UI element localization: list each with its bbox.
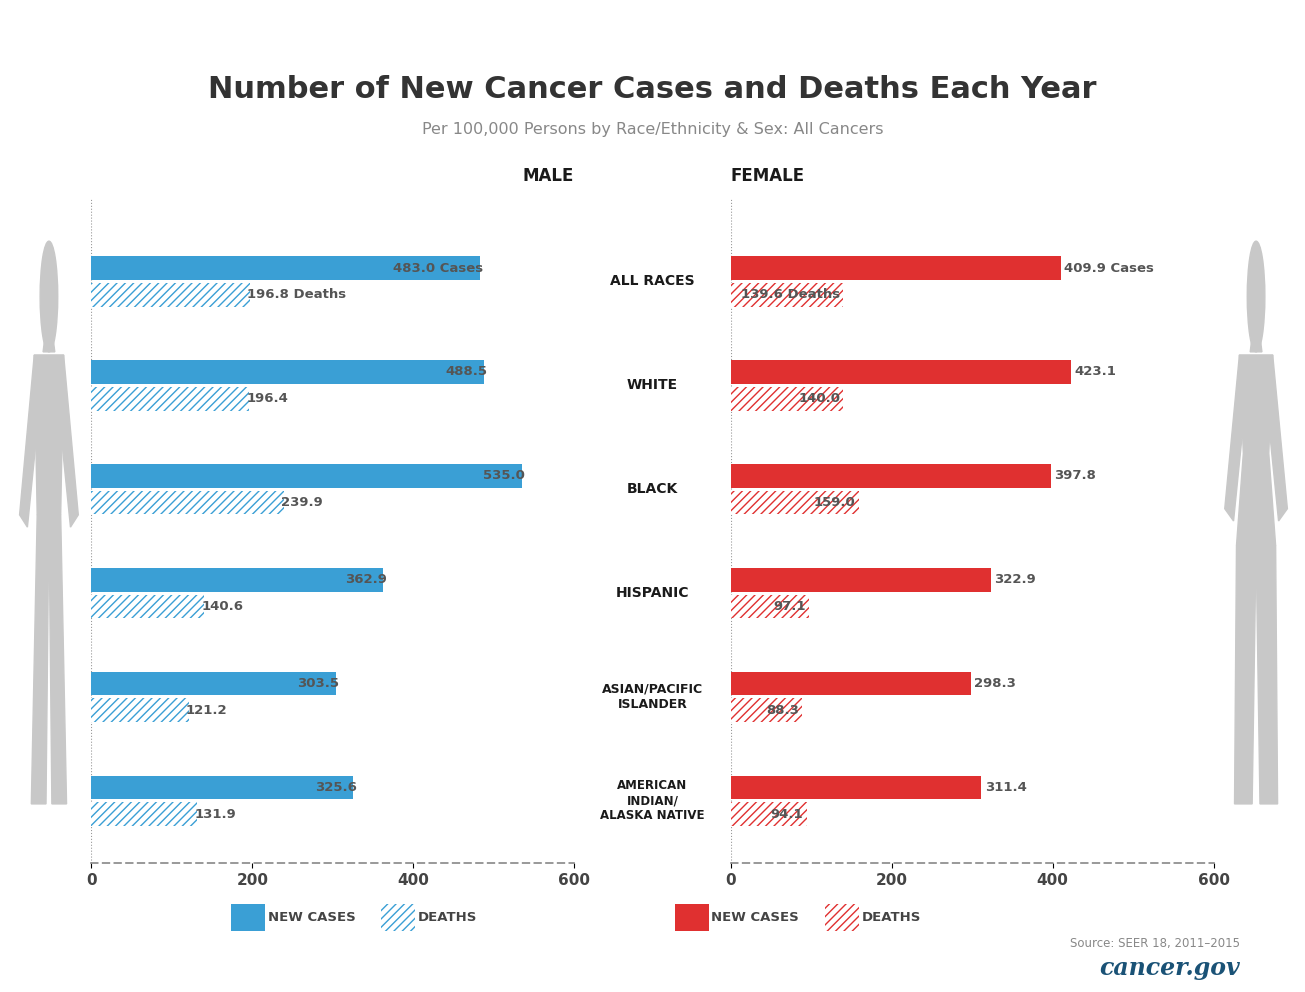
Polygon shape [59,355,78,527]
Text: AMERICAN
INDIAN/
ALASKA NATIVE: AMERICAN INDIAN/ ALASKA NATIVE [600,780,705,822]
Bar [91,491,284,515]
Text: 397.8: 397.8 [1054,469,1096,482]
Text: 311.4: 311.4 [984,781,1027,794]
Text: ALL RACES: ALL RACES [611,275,694,289]
Bar [731,464,1051,488]
Text: DEATHS: DEATHS [418,911,476,925]
Bar [731,776,981,800]
Text: 140.6: 140.6 [201,600,243,613]
Bar [731,283,843,307]
Bar [731,698,801,722]
Text: Source: SEER 18, 2011–2015: Source: SEER 18, 2011–2015 [1070,937,1240,950]
Text: 535.0: 535.0 [483,469,525,482]
Bar [731,387,843,411]
Polygon shape [31,515,50,804]
Text: 159.0: 159.0 [814,496,856,509]
Text: 139.6 Deaths: 139.6 Deaths [741,289,840,302]
Bar [731,567,990,591]
Circle shape [1248,241,1265,352]
Text: 94.1: 94.1 [771,807,804,820]
Bar [731,594,809,618]
Text: 121.2: 121.2 [185,703,227,717]
Text: 423.1: 423.1 [1074,365,1116,379]
Text: 298.3: 298.3 [974,677,1017,690]
Text: 131.9: 131.9 [194,807,236,820]
Bar [731,491,859,515]
Bar [91,387,249,411]
Bar [731,360,1071,384]
Text: cancer.gov: cancer.gov [1099,956,1240,980]
Text: 196.4: 196.4 [247,392,288,405]
Text: BLACK: BLACK [626,482,679,496]
Text: NEW CASES: NEW CASES [268,911,355,925]
Bar [731,672,971,695]
Bar [91,360,484,384]
Text: FEMALE: FEMALE [731,167,805,186]
Text: DEATHS: DEATHS [861,911,920,925]
Text: 325.6: 325.6 [315,781,356,794]
Text: 88.3: 88.3 [766,703,799,717]
Polygon shape [50,515,67,804]
Bar [91,256,480,280]
Text: Per 100,000 Persons by Race/Ethnicity & Sex: All Cancers: Per 100,000 Persons by Race/Ethnicity & … [422,122,883,137]
Text: 322.9: 322.9 [994,573,1036,586]
Text: 483.0 Cases: 483.0 Cases [393,262,483,275]
Text: MALE: MALE [523,167,574,186]
Polygon shape [34,355,64,515]
Circle shape [40,241,57,352]
Text: 239.9: 239.9 [281,496,322,509]
Text: NEW CASES: NEW CASES [711,911,799,925]
Text: HISPANIC: HISPANIC [616,586,689,600]
Text: 196.8 Deaths: 196.8 Deaths [247,289,346,302]
Bar [91,464,522,488]
Text: ASIAN/PACIFIC
ISLANDER: ASIAN/PACIFIC ISLANDER [602,682,703,711]
Polygon shape [1255,546,1278,804]
Bar [91,283,249,307]
Bar [91,698,189,722]
Bar [731,803,806,826]
Text: Number of New Cancer Cases and Deaths Each Year: Number of New Cancer Cases and Deaths Ea… [209,75,1096,104]
Polygon shape [1267,355,1287,521]
Text: 488.5: 488.5 [446,365,488,379]
Text: 409.9 Cases: 409.9 Cases [1064,262,1154,275]
Bar [91,776,354,800]
Bar [91,803,197,826]
Bar [91,594,205,618]
Polygon shape [20,355,39,527]
Text: 140.0: 140.0 [799,392,840,405]
Bar [91,672,335,695]
Bar [91,567,384,591]
Polygon shape [1225,355,1245,521]
Bar [731,256,1061,280]
Polygon shape [1250,336,1262,352]
Polygon shape [1237,355,1276,546]
Polygon shape [43,336,55,352]
Text: 362.9: 362.9 [345,573,386,586]
Text: WHITE: WHITE [626,378,679,392]
Text: 97.1: 97.1 [774,600,805,613]
Polygon shape [1235,546,1255,804]
Text: 303.5: 303.5 [296,677,339,690]
